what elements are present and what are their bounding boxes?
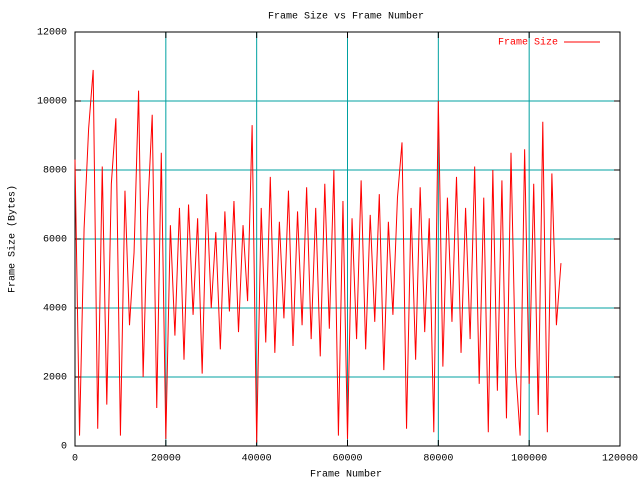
x-tick-label: 100000: [511, 454, 547, 465]
x-tick-label: 20000: [151, 454, 181, 465]
series-line: [74, 69, 562, 443]
y-tick-label: 6000: [43, 235, 67, 246]
x-tick-label: 40000: [242, 454, 272, 465]
y-tick-label: 12000: [37, 28, 67, 39]
y-tick-label: 10000: [37, 97, 67, 108]
plot-border: [74, 31, 621, 447]
y-tick-label: 8000: [43, 166, 67, 177]
chart-title: Frame Size vs Frame Number: [268, 11, 424, 23]
legend-label: Frame Size: [498, 37, 558, 49]
y-axis-label: Frame Size (Bytes): [7, 185, 19, 293]
x-tick-label: 120000: [602, 454, 638, 465]
x-tick-label: 60000: [332, 454, 362, 465]
x-tick-label: 80000: [423, 454, 453, 465]
x-tick-label: 0: [72, 454, 78, 465]
x-axis-label: Frame Number: [310, 469, 382, 480]
y-tick-label: 0: [61, 442, 67, 453]
y-tick-label: 4000: [43, 304, 67, 315]
y-tick-label: 2000: [43, 373, 67, 384]
